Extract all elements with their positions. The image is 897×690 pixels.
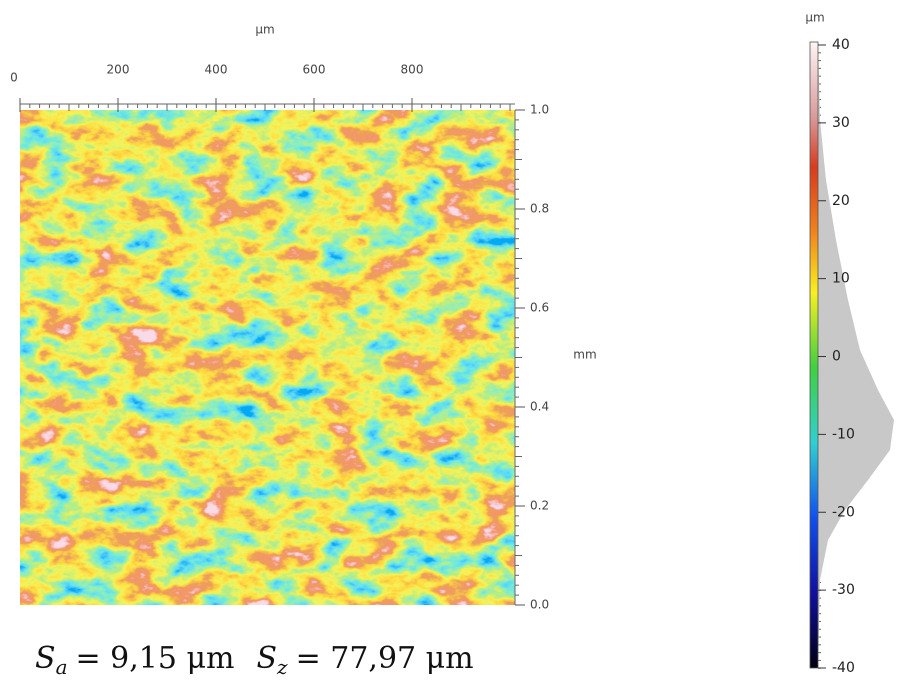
tick-label: 0: [10, 71, 18, 85]
figure: µm mm µm Sa= 9,15 μmSz= 77,97 μm 0200400…: [0, 0, 897, 690]
top-axis-unit: µm: [255, 23, 274, 37]
subscript: a: [56, 655, 68, 679]
tick-label: 20: [832, 193, 850, 209]
symbol: S: [35, 641, 56, 676]
tick-label: 200: [107, 63, 130, 77]
tick-label: 10: [832, 271, 850, 287]
value: = 77,97 μm: [296, 641, 474, 676]
tick-label: 800: [401, 63, 424, 77]
tick-label: 0.4: [530, 400, 549, 414]
tick-label: -10: [832, 426, 855, 442]
colorbar-unit: µm: [805, 11, 824, 25]
histogram: [818, 45, 894, 668]
tick-label: 1.0: [530, 103, 549, 117]
tick-label: -30: [832, 582, 855, 598]
tick-label: 0.8: [530, 202, 549, 216]
symbol: S: [256, 641, 277, 676]
surface-map: [20, 110, 515, 605]
tick-label: 400: [205, 63, 228, 77]
right-axis-unit: mm: [573, 348, 596, 362]
caption: Sa = 9,15 μm Sz = 77,97 μm: [35, 641, 474, 679]
subscript: z: [276, 655, 288, 679]
tick-label: 0.2: [530, 499, 549, 513]
tick-label: 600: [303, 63, 326, 77]
tick-label: 30: [832, 115, 850, 131]
value: = 9,15 μm: [76, 641, 235, 676]
tick-label: -40: [832, 660, 855, 676]
tick-label: 0.0: [530, 598, 549, 612]
tick-label: -20: [832, 504, 855, 520]
colorbar: [810, 42, 818, 668]
tick-label: 40: [832, 37, 850, 53]
tick-label: 0: [832, 349, 841, 365]
tick-label: 0.6: [530, 301, 549, 315]
